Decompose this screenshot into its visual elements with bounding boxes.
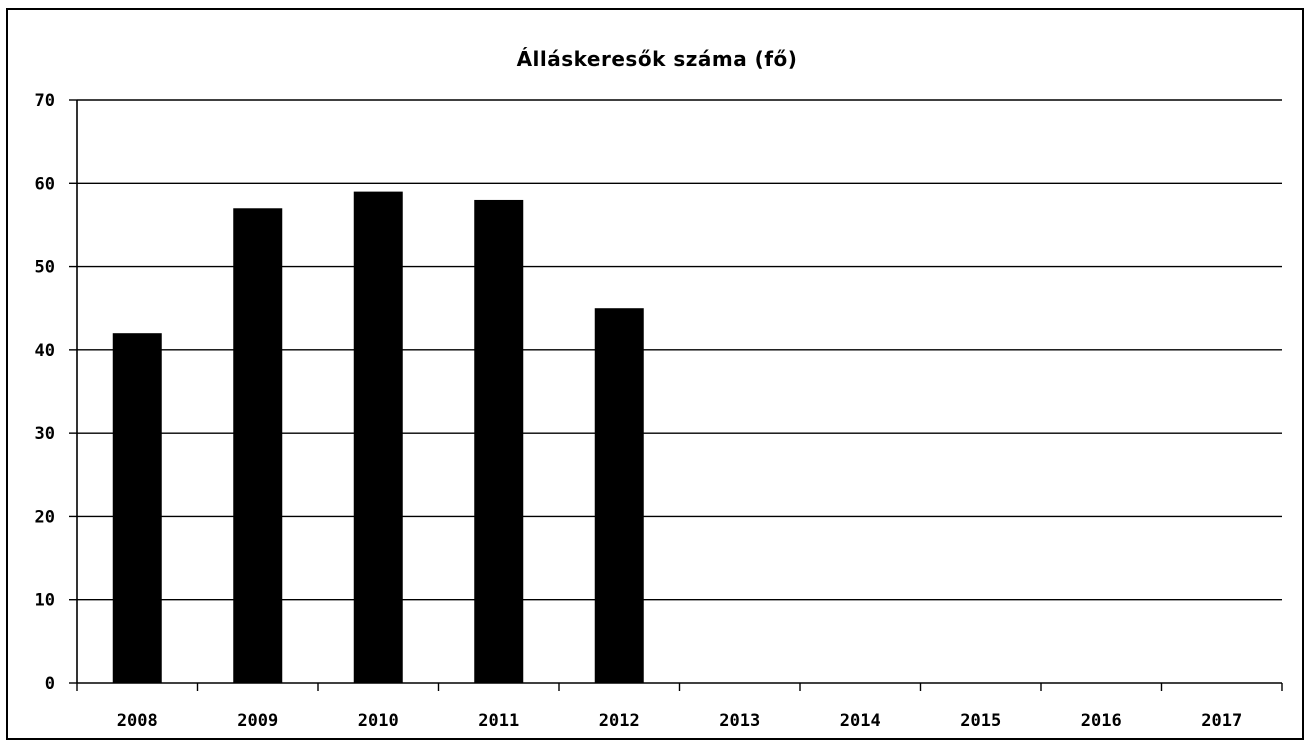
chart-title: Álláskeresők száma (fő) (516, 47, 798, 71)
y-tick-label: 10 (35, 591, 55, 611)
y-tick-label: 40 (35, 341, 55, 361)
x-tick-label: 2010 (358, 711, 399, 731)
y-tick-label: 60 (35, 174, 55, 194)
y-tick-label: 50 (35, 258, 55, 278)
x-tick-label: 2016 (1081, 711, 1122, 731)
x-tick-label: 2013 (719, 711, 760, 731)
x-tick-label: 2014 (840, 711, 881, 731)
y-tick-label: 30 (35, 424, 55, 444)
bar-2011 (474, 199, 524, 683)
y-tick-label: 20 (35, 507, 55, 527)
x-tick-label: 2012 (599, 711, 640, 731)
y-tick-label: 0 (45, 674, 55, 694)
x-tick-label: 2008 (117, 711, 158, 731)
bar-2008 (112, 333, 162, 683)
x-tick-label: 2015 (960, 711, 1001, 731)
y-tick-label: 70 (35, 91, 55, 111)
bar-2010 (353, 191, 403, 683)
bar-2009 (233, 208, 283, 683)
x-tick-label: 2017 (1201, 711, 1242, 731)
x-tick-label: 2009 (237, 711, 278, 731)
x-tick-label: 2011 (478, 711, 519, 731)
bar-2012 (594, 308, 644, 683)
chart-frame (6, 8, 1304, 740)
